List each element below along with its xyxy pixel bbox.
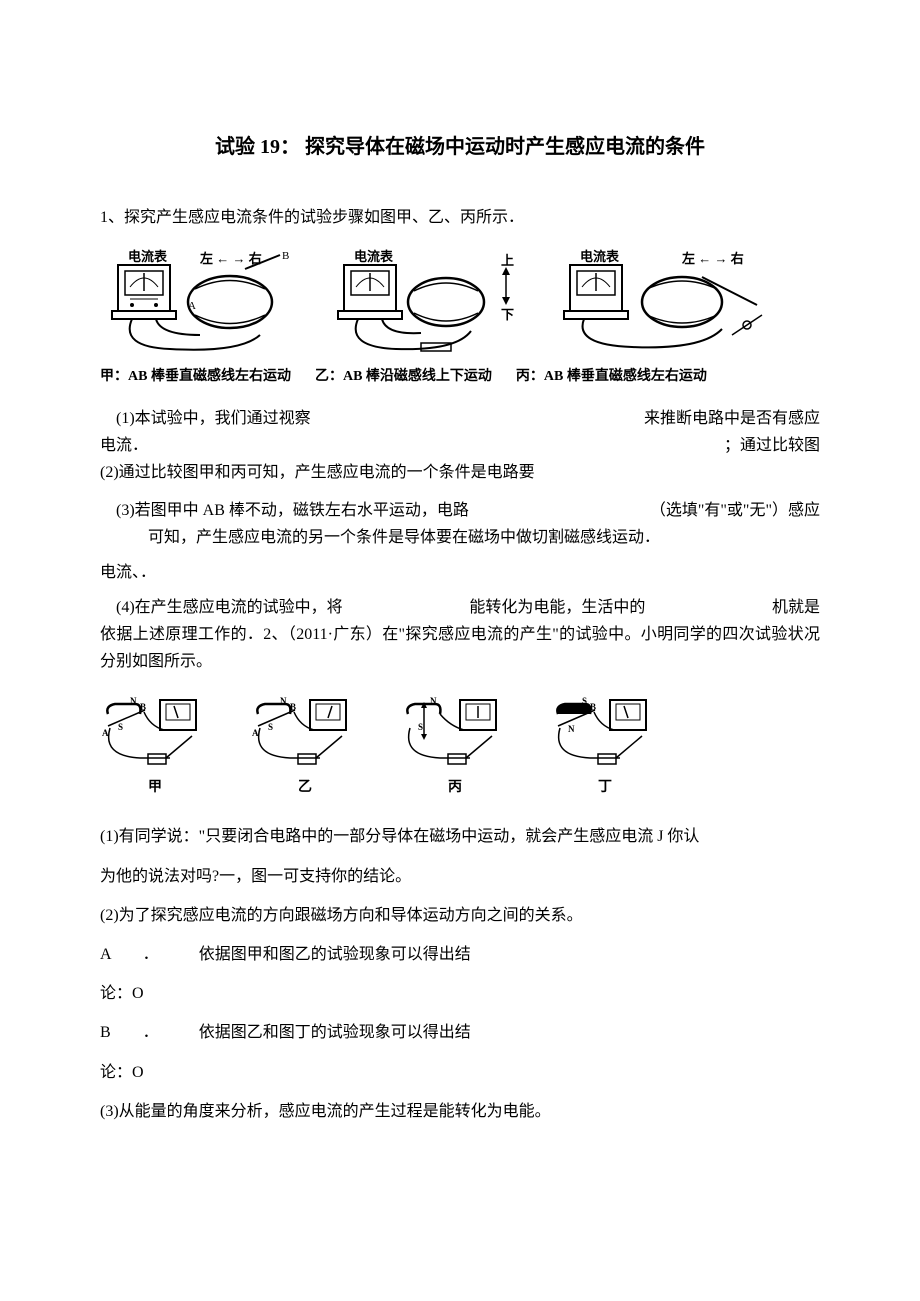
fig2-label-c: 丙: [448, 776, 462, 800]
figure2-yi: N S B A 乙: [250, 696, 360, 800]
caption-yi: 乙：AB 棒沿磁感线上下运动: [315, 365, 492, 389]
q1-p4d: 依据上述原理工作的．2、（2011·广东）在"探究感应电流的产生"的试验中。小明…: [100, 621, 820, 675]
circuit-yi-svg: N S B A: [250, 696, 360, 776]
q2-p2a-label: A: [100, 946, 111, 963]
caption-jia: 甲：AB 棒垂直磁感线左右运动: [100, 365, 291, 389]
q1-p3a: (3)若图甲中 AB 棒不动，磁铁左右水平运动，电路: [100, 497, 469, 524]
circuit-ding-svg: S N B: [550, 696, 660, 776]
q1-p4-line: (4)在产生感应电流的试验中，将 能转化为电能，生活中的 机就是: [100, 594, 820, 621]
figure-yi: 电流表 上 下: [326, 247, 536, 357]
q2-p1b: 为他的说法对吗?一，图一可支持你的结论。: [100, 863, 820, 890]
page-title: 试验 19： 探究导体在磁场中运动时产生感应电流的条件: [100, 130, 820, 164]
svg-text:N: N: [430, 696, 437, 706]
q1-intro: 1、探究产生感应电流条件的试验步骤如图甲、乙、丙所示．: [100, 204, 820, 231]
q1-p3-tail: 电流、．: [100, 559, 820, 586]
q1-p3-line1: (3)若图甲中 AB 棒不动，磁铁左右水平运动，电路 （选填"有"或"无"）感应: [100, 497, 820, 524]
q2-p2b: 依据图乙和图丁的试验现象可以得出结: [199, 1024, 471, 1041]
circuit-bing-svg: N S: [400, 696, 510, 776]
figure2-bing: N S 丙: [400, 696, 510, 800]
diagram-jia-svg: 电流表 左 ← → 右 B A: [100, 247, 310, 357]
q1-p1-right: 来推断电路中是否有感应: [644, 405, 820, 432]
figure-row-2: N S B A 甲 N S B A 乙: [100, 696, 820, 800]
q1-p4a: (4)在产生感应电流的试验中，将: [100, 594, 343, 621]
arrow-label: 左 ← → 右: [200, 251, 262, 266]
figure-captions-1: 甲：AB 棒垂直磁感线左右运动 乙：AB 棒沿磁感线上下运动 丙：AB 棒垂直磁…: [100, 365, 820, 389]
q1-p4c: 机就是: [772, 594, 820, 621]
svg-text:下: 下: [501, 307, 514, 322]
circuit-jia-svg: N S B A: [100, 696, 210, 776]
q1-p4b: 能转化为电能，生活中的: [469, 594, 645, 621]
q1-p3b: （选填"有"或"无"）感应: [650, 497, 820, 524]
q2-p2b-line: B ． 依据图乙和图丁的试验现象可以得出结: [100, 1019, 820, 1046]
svg-text:S: S: [418, 722, 423, 732]
q1-p1-line: (1)本试验中，我们通过视察 来推断电路中是否有感应: [100, 405, 820, 432]
q1-p2: (2)通过比较图甲和丙可知，产生感应电流的一个条件是电路要: [100, 459, 820, 486]
fig2-label-b: 乙: [298, 776, 312, 800]
diagram-bing-svg: 电流表 左 ← → 右: [552, 247, 782, 357]
q1-p3c: 可知，产生感应电流的另一个条件是导体要在磁场中做切割磁感线运动．: [100, 524, 820, 551]
svg-text:电流表: 电流表: [354, 249, 394, 264]
figure2-jia: N S B A 甲: [100, 696, 210, 800]
q1-p1-left: (1)本试验中，我们通过视察: [100, 405, 311, 432]
svg-text:左 ← → 右: 左 ← → 右: [682, 251, 744, 266]
svg-text:A: A: [188, 300, 196, 312]
svg-text:N: N: [568, 724, 575, 734]
svg-text:N: N: [280, 696, 287, 706]
svg-text:电流表: 电流表: [580, 249, 620, 264]
fig2-label-d: 丁: [598, 776, 612, 800]
figure-bing: 电流表 左 ← → 右: [552, 247, 782, 357]
q1-p1-tail-line: 电流． ；通过比较图: [100, 432, 820, 459]
svg-text:S: S: [118, 722, 123, 732]
ammeter-label: 电流表: [128, 249, 168, 264]
svg-text:S: S: [582, 696, 587, 706]
diagram-yi-svg: 电流表 上 下: [326, 247, 536, 357]
figure2-ding: S N B 丁: [550, 696, 660, 800]
q2-p2b-label: B: [100, 1024, 111, 1041]
q1-p1-tail: 电流．: [100, 432, 148, 459]
svg-text:N: N: [130, 696, 137, 706]
svg-text:S: S: [268, 722, 273, 732]
q2-p2a-dot: ．: [143, 946, 159, 963]
svg-text:上: 上: [501, 253, 514, 268]
q2-p2b-tail: 论：O: [100, 1059, 820, 1086]
q2-p2a-tail: 论：O: [100, 980, 820, 1007]
figure-jia: 电流表 左 ← → 右 B A: [100, 247, 310, 357]
q1-p1-trail: ；通过比较图: [724, 432, 820, 459]
q2-p3: (3)从能量的角度来分析，感应电流的产生过程是能转化为电能。: [100, 1098, 820, 1125]
q2-p2b-dot: ．: [143, 1024, 159, 1041]
q2-p2a-line: A ． 依据图甲和图乙的试验现象可以得出结: [100, 941, 820, 968]
q2-p1: (1)有同学说："只要闭合电路中的一部分导体在磁场中运动，就会产生感应电流 J …: [100, 823, 820, 850]
q2-p2: (2)为了探究感应电流的方向跟磁场方向和导体运动方向之间的关系。: [100, 902, 820, 929]
fig2-label-a: 甲: [148, 776, 162, 800]
figure-row-1: 电流表 左 ← → 右 B A 电流表: [100, 247, 820, 357]
caption-bing: 丙：AB 棒垂直磁感线左右运动: [516, 365, 707, 389]
q2-p2a: 依据图甲和图乙的试验现象可以得出结: [199, 946, 471, 963]
svg-text:B: B: [282, 250, 289, 262]
